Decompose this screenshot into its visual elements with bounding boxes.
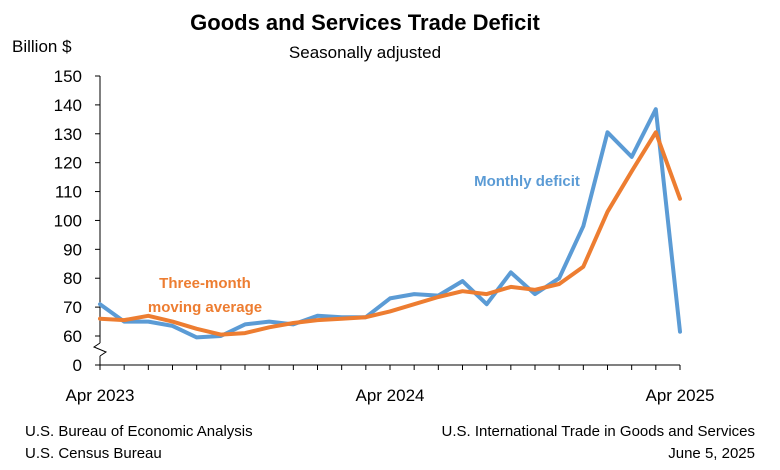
y-tick-label: 80 <box>63 269 82 288</box>
y-tick-label: 120 <box>54 154 82 173</box>
y-tick-label: 110 <box>55 183 82 202</box>
y-tick-label: 60 <box>63 327 82 346</box>
footer-release-title: U.S. International Trade in Goods and Se… <box>441 423 755 440</box>
moving-average-label-line2: moving average <box>148 299 262 316</box>
y-tick-label: 140 <box>54 96 82 115</box>
x-tick-label: Apr 2025 <box>646 386 715 405</box>
y-axis-unit-label: Billion $ <box>12 37 72 56</box>
chart-subtitle: Seasonally adjusted <box>289 43 441 62</box>
monthly-deficit-line <box>98 107 682 340</box>
y-tick-label: 150 <box>54 67 82 86</box>
x-tick-label: Apr 2023 <box>66 386 135 405</box>
y-axis-break-mark <box>92 342 108 357</box>
footer-source-bea: U.S. Bureau of Economic Analysis <box>25 423 253 440</box>
y-tick-label: 0 <box>73 356 82 375</box>
y-tick-label: 100 <box>54 211 82 230</box>
x-tick-labels: Apr 2023 Apr 2024 Apr 2025 <box>66 386 715 405</box>
footer-release-date: June 5, 2025 <box>668 445 755 462</box>
moving-average-label-line1: Three-month <box>159 275 251 292</box>
axes <box>92 75 681 370</box>
y-tick-label: 70 <box>63 298 82 317</box>
footer-source-census: U.S. Census Bureau <box>25 445 162 462</box>
moving-average-line <box>98 130 682 337</box>
chart-title: Goods and Services Trade Deficit <box>190 10 540 35</box>
monthly-deficit-label: Monthly deficit <box>474 173 580 190</box>
x-tick-label: Apr 2024 <box>356 386 425 405</box>
series-lines <box>98 107 682 340</box>
y-tick-label: 90 <box>63 240 82 259</box>
y-tick-labels: 0 60 70 80 90 100 110 120 130 140 150 <box>54 67 82 375</box>
y-tick-label: 130 <box>54 125 82 144</box>
